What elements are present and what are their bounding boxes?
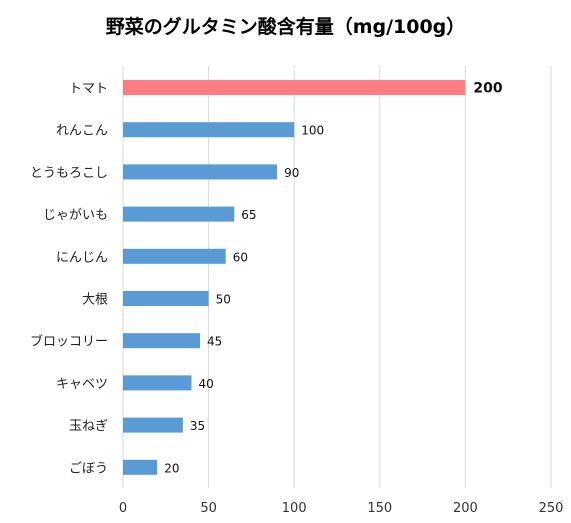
x-tick-label: 150 — [367, 501, 392, 516]
category-label: ブロッコリー — [30, 334, 108, 350]
data-label: 50 — [216, 293, 231, 307]
data-label: 200 — [473, 81, 502, 97]
category-label: 大根 — [82, 293, 108, 308]
data-label: 65 — [241, 208, 256, 222]
bar — [123, 122, 295, 138]
category-label: じゃがいも — [43, 208, 108, 223]
bar — [123, 248, 226, 264]
x-tick-label: 50 — [200, 501, 217, 516]
bar — [123, 375, 192, 391]
category-label: キャベツ — [56, 377, 108, 392]
data-label: 20 — [164, 461, 179, 475]
bar — [123, 164, 278, 180]
data-label: 60 — [233, 250, 248, 264]
x-tick-label: 200 — [453, 501, 478, 516]
data-label: 100 — [301, 124, 324, 138]
category-label: れんこん — [56, 124, 108, 139]
bar — [123, 80, 466, 95]
data-label: 40 — [198, 377, 213, 391]
bar — [123, 291, 209, 306]
bar — [123, 459, 158, 475]
category-label: とうもろこし — [30, 166, 108, 181]
category-label: にんじん — [56, 250, 108, 265]
data-label: 35 — [190, 419, 205, 433]
category-label: トマト — [69, 82, 108, 97]
x-tick-label: 250 — [539, 501, 564, 516]
x-tick-label: 100 — [282, 501, 307, 516]
category-label: ごぼう — [69, 460, 108, 476]
data-label: 90 — [284, 166, 299, 180]
chart-title: 野菜のグルタミン酸含有量（mg/100g） — [105, 16, 466, 38]
bar — [123, 417, 183, 433]
x-tick-label: 0 — [119, 501, 127, 516]
bar — [123, 333, 201, 349]
data-label: 45 — [207, 335, 222, 349]
bar — [123, 206, 235, 222]
category-label: 玉ねぎ — [69, 419, 108, 434]
